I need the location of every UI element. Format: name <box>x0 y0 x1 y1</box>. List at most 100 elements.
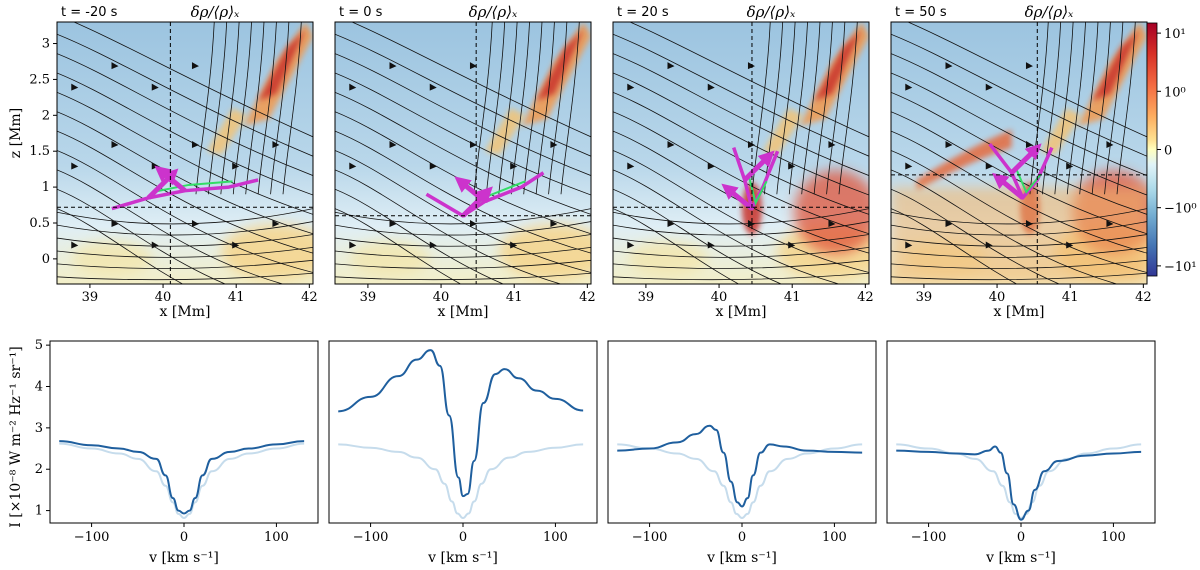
streamline <box>486 22 506 195</box>
streamline <box>891 150 1147 273</box>
x-tick-label: 100 <box>1101 530 1126 545</box>
streamline <box>510 22 530 195</box>
streamline <box>613 246 869 258</box>
streamline-arrow <box>469 219 477 227</box>
y-tick-label: 1.5 <box>29 144 50 159</box>
x-tick-label: 39 <box>82 290 99 305</box>
streamline-arrow <box>389 141 397 149</box>
streamline <box>245 22 265 195</box>
streamline <box>57 169 285 284</box>
streamline-arrow <box>71 83 79 91</box>
x-tick-label: 39 <box>916 290 933 305</box>
heatmap-panel-2: 39 40 41 42 x [Mm] t = 0 s δρ/⟨ρ⟩ₓ <box>334 3 596 320</box>
density-blob <box>71 240 152 277</box>
density-blob <box>1040 108 1082 155</box>
streamline <box>335 221 591 236</box>
x-tick-label: 100 <box>264 530 289 545</box>
streamline-arrow <box>788 241 796 249</box>
streamline <box>613 188 783 284</box>
streamline <box>891 272 1147 281</box>
streamline <box>613 259 869 269</box>
x-tick-label: 39 <box>360 290 377 305</box>
streamline-arrow <box>788 162 796 170</box>
streamline <box>72 22 313 138</box>
streamline-arrow <box>667 62 675 70</box>
streamline <box>1042 22 1062 195</box>
streamline-arrow <box>151 241 159 249</box>
y-axis-label: I [×10⁻⁸ W m⁻² Hz⁻¹ sr⁻¹] <box>8 346 24 527</box>
x-tick-label: 42 <box>579 290 596 305</box>
density-dome <box>794 170 869 255</box>
x-axis-label: v [km s⁻¹] <box>148 550 219 566</box>
x-tick-label: 40 <box>433 290 450 305</box>
plot-background <box>50 341 318 523</box>
streamline <box>891 208 1147 225</box>
streamline-arrow <box>429 162 437 170</box>
streamline <box>335 169 563 284</box>
streamline <box>57 272 313 281</box>
streamline-arrow <box>1025 62 1033 70</box>
streamline <box>473 22 493 195</box>
streamline <box>891 53 1147 176</box>
line-panel-4: −100 0 100 v [km s⁻¹] <box>886 340 1156 566</box>
y-axis-label: z [Mm] <box>8 108 24 158</box>
streamline <box>891 246 1147 258</box>
streamline-arrow <box>985 241 993 249</box>
streamline <box>801 22 821 195</box>
streamline <box>335 259 591 269</box>
y-tick-label: 3 <box>42 37 50 52</box>
density-arm <box>916 129 1012 191</box>
streamline <box>776 22 796 195</box>
velocity-arrow <box>742 150 775 182</box>
streamline-arrow <box>1066 162 1074 170</box>
panel-title: δρ/⟨ρ⟩ₓ <box>469 3 518 21</box>
panels: 39 40 41 42x [Mm]00.511.522.53z [Mm]t = -20… <box>8 3 1197 566</box>
streamline-arrow <box>1025 219 1033 227</box>
streamline <box>891 259 1147 269</box>
panel-title: δρ/⟨ρ⟩ₓ <box>1025 3 1074 21</box>
streamline <box>891 33 1147 157</box>
streamline <box>57 91 313 215</box>
streamline <box>335 130 591 254</box>
density-jet-core <box>536 29 584 101</box>
streamline <box>613 208 869 225</box>
colorbar-tick-label: 0 <box>1164 144 1172 159</box>
y-tick-label: 2 <box>42 108 50 123</box>
x-tick-label: 40 <box>989 290 1006 305</box>
streamline <box>57 246 313 258</box>
streamline <box>1091 22 1111 195</box>
streamline <box>613 234 869 247</box>
streamline <box>195 22 215 195</box>
streamline-arrow <box>627 241 635 249</box>
streamline <box>257 22 277 195</box>
streamline <box>613 208 740 284</box>
density-blob <box>762 108 804 155</box>
plot-area <box>57 22 313 284</box>
x-tick-label: −100 <box>911 530 947 545</box>
density-layer <box>891 187 1147 284</box>
density-jet-core <box>258 29 306 101</box>
intensity-profile-line <box>896 445 1142 521</box>
streamline <box>1104 22 1124 195</box>
streamline-arrow <box>469 62 477 70</box>
streamline <box>335 150 591 273</box>
streamline <box>1029 22 1049 195</box>
streamline <box>57 208 184 284</box>
y-tick-label: 3 <box>35 421 43 436</box>
velocity-arrow <box>992 172 1025 200</box>
plot-frame <box>334 21 592 285</box>
plot-background <box>608 341 876 523</box>
x-axis-label: x [Mm] <box>994 304 1045 320</box>
streamline <box>523 22 543 195</box>
colorbar-tick-label: 10⁰ <box>1164 85 1186 100</box>
streamline <box>613 169 841 284</box>
plot-area <box>335 22 591 284</box>
time-label: t = 20 s <box>617 5 669 20</box>
x-axis-label: x [Mm] <box>438 304 489 320</box>
reference-profile-line <box>617 443 863 520</box>
x-tick-label: 42 <box>857 290 874 305</box>
streamline <box>335 272 591 281</box>
plot-area <box>613 22 869 284</box>
streamline <box>891 221 1147 236</box>
